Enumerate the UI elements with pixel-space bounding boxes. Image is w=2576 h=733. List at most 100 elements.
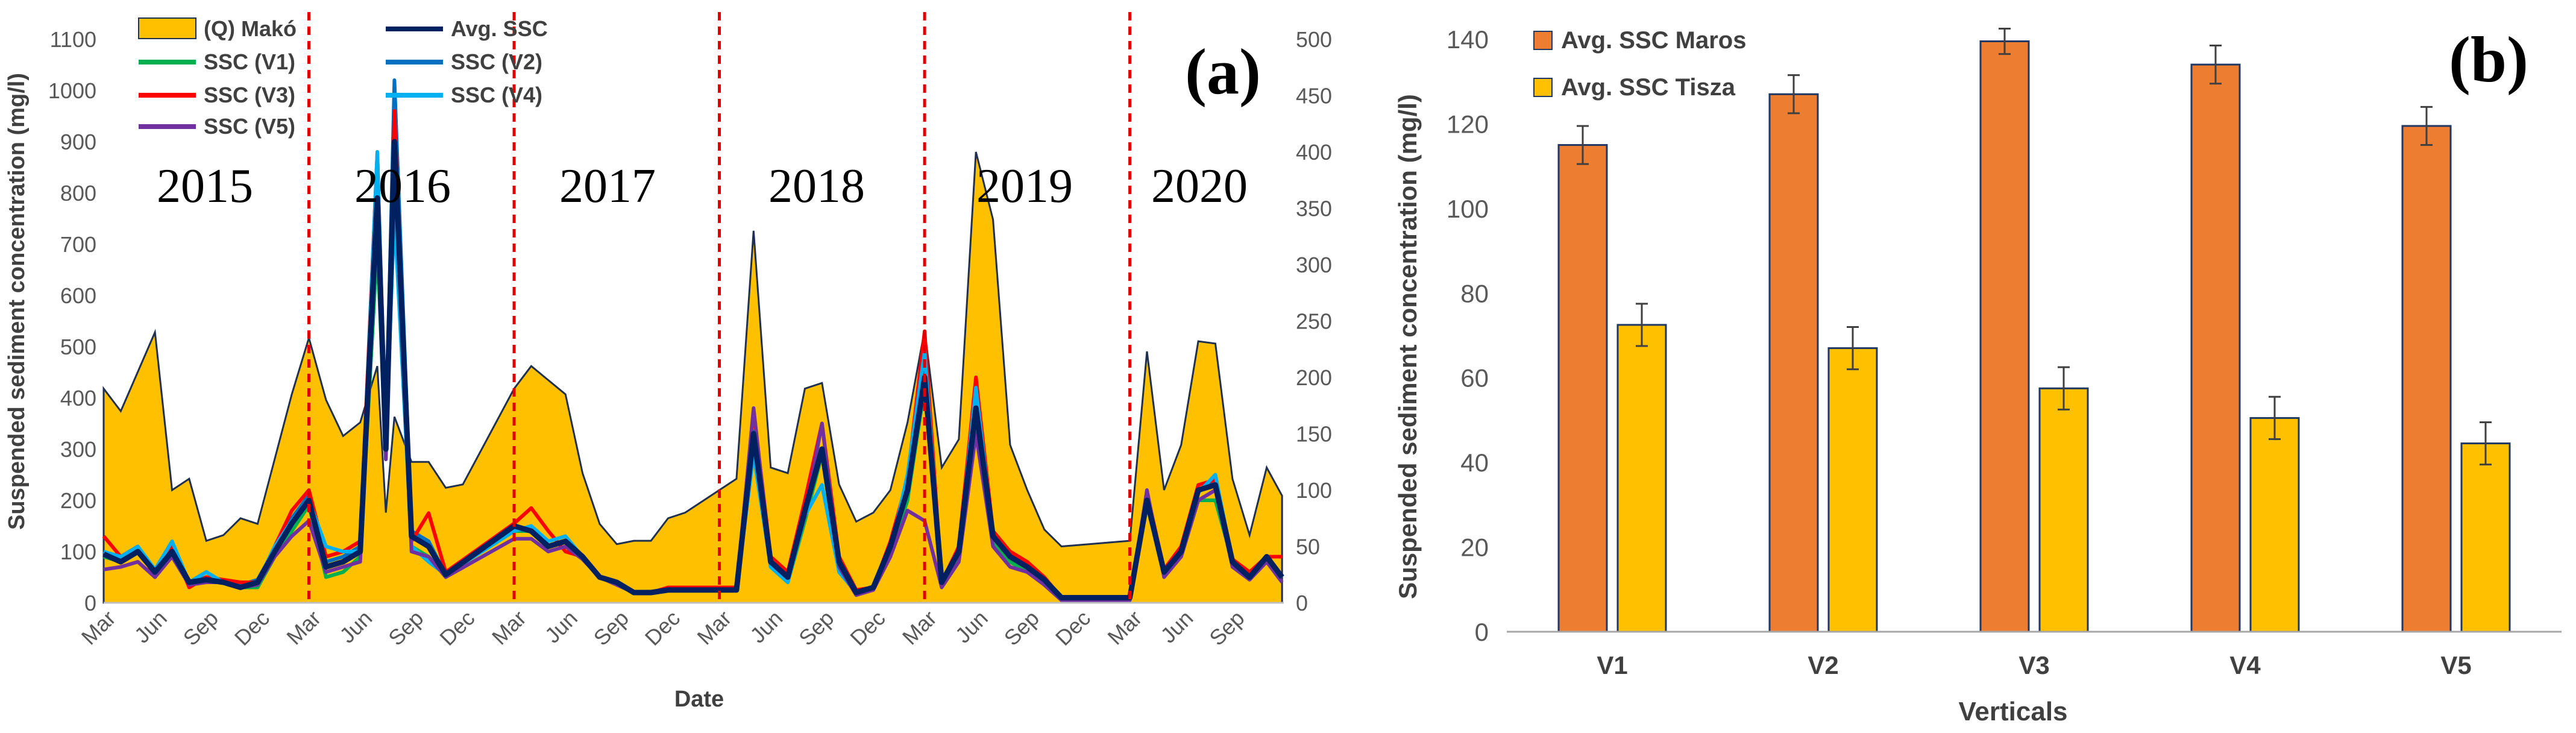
panel-a-right-tick-label: 450 [1296,84,1332,109]
category-label-v3: V3 [2018,651,2049,679]
bar-avg-ssc-maros-v3 [1979,40,2030,633]
panel-a-x-tick-label: Mar [77,606,121,650]
panel-a-right-tick-label: 150 [1296,422,1332,447]
panel-a-x-tick-label: Jun [745,606,787,648]
panel-a-x-tick-label: Mar [897,606,941,650]
panel-a-label: (a) [1185,36,1261,108]
legend-swatch-q-mak [138,17,196,39]
panel-a-series-lines [102,78,1284,602]
panel-a-right-tick-label: 400 [1296,140,1332,165]
bar-avg-ssc-maros-v1 [1557,144,1608,633]
panel-a-x-tick-label: Jun [950,606,993,648]
panel-b-y-tick-label: 20 [1460,533,1489,562]
legend-label-avg-ssc-tisza: Avg. SSC Tisza [1561,74,1736,101]
panel-a-line-chart: Suspended sediment concentration (mg/l) … [4,12,1332,712]
panel-a-left-tick-label: 300 [60,437,96,462]
legend-label-ssc-v3: SSC (V3) [204,83,295,107]
panel-a-x-tick-label: Sep [999,606,1044,650]
panel-a-x-tick-label: Dec [1051,606,1095,650]
panel-a-left-tick-label: 900 [60,130,96,154]
panel-a-x-tick-label: Dec [230,606,274,650]
category-label-v4: V4 [2229,651,2261,679]
bar-avg-ssc-tisza-v2 [1827,347,1878,633]
panel-b-y-tick-label: 120 [1447,110,1489,138]
panel-b-y-ticks: 0 20 40 60 80 100 120 140 [1447,25,1489,646]
panel-b-y-tick-label: 140 [1447,25,1489,54]
panel-a-x-tick-label: Jun [540,606,582,648]
panel-a-x-tick-label: Jun [335,606,377,648]
category-label-v1: V1 [1597,651,1627,679]
panel-b-x-axis-title: Verticals [1958,697,2067,726]
legend-swatch-avg-ssc-tisza [1533,78,1553,97]
bar-avg-ssc-tisza-v1 [1616,324,1667,633]
bar-avg-ssc-maros-v4 [2190,63,2241,633]
panel-a-left-ticks: 0 100 200 300 400 500 600 700 800 900 1000 1100 [48,27,96,615]
panel-a-right-ticks: 0 50 100 150 200 250 300 350 400 450 500 [1296,27,1332,615]
panel-a-left-tick-label: 200 [60,488,96,513]
panel-a-x-tick-label: Sep [178,606,223,650]
year-label-2019: 2019 [976,160,1073,213]
panel-a-x-tick-label: Sep [589,606,633,650]
panel-a-right-tick-label: 250 [1296,309,1332,334]
legend-label-avg-ssc: Avg. SSC [451,16,548,41]
panel-a-right-tick-label: 200 [1296,365,1332,390]
year-label-2016: 2016 [354,160,451,213]
legend-label-avg-ssc-maros: Avg. SSC Maros [1561,27,1746,54]
panel-b-y-tick-label: 60 [1460,364,1489,392]
panel-a-legend: (Q) Makó Avg. SSC SSC (V1) SSC (V2) SSC (V3)… [138,16,548,139]
panel-a-x-tick-label: Mar [487,606,531,650]
panel-b-y-tick-label: 100 [1447,195,1489,223]
panel-a-left-tick-label: 700 [60,232,96,257]
panel-a-left-tick-label: 600 [60,283,96,308]
legend-label-ssc-v5: SSC (V5) [204,114,295,139]
panel-a-left-tick-label: 1100 [50,27,96,52]
panel-b-x-ticks: V1 V2 V3 V4 V5 [1597,651,2471,679]
panel-a-year-dividers [307,12,1132,603]
panel-a-left-tick-label: 1000 [48,78,96,103]
year-label-2018: 2018 [768,160,865,213]
bar-avg-ssc-maros-v5 [2401,125,2452,633]
panel-a-x-tick-label: Mar [1102,606,1146,650]
legend-label-ssc-v1: SSC (V1) [204,49,295,74]
panel-a-x-tick-label: Sep [1204,606,1249,650]
panel-b-y-axis-title: Suspended sediment concentration (mg/l) [1393,94,1422,599]
panel-a-y-axis-title: Suspended sediment concentration (mg/l) [4,73,30,530]
panel-a-x-tick-label: Mar [692,606,736,650]
panel-a-x-tick-label: Mar [281,606,325,650]
panel-b-bars [1557,27,2511,633]
legend-swatch-avg-ssc-maros [1533,31,1553,50]
panel-a-right-tick-label: 0 [1296,591,1308,615]
panel-a-right-tick-label: 50 [1296,535,1320,559]
panel-a-x-tick-label: Dec [435,606,479,650]
panel-a-x-tick-label: Sep [383,606,428,650]
panel-a-right-tick-label: 500 [1296,27,1332,52]
bar-avg-ssc-tisza-v3 [2038,387,2089,633]
panel-a-x-ticks: Mar Jun Sep Dec Mar Jun Sep Dec Mar Jun Sep Dec Mar J… [77,606,1249,650]
panel-a-right-tick-label: 100 [1296,478,1332,503]
panel-a-x-axis-title: Date [674,687,724,712]
bar-avg-ssc-maros-v2 [1768,93,1819,633]
panel-a-x-tick-label: Dec [640,606,685,650]
legend-label-q-mak: (Q) Makó [204,16,297,41]
panel-a-left-tick-label: 500 [60,335,96,359]
panel-b-y-tick-label: 80 [1460,279,1489,307]
legend-label-ssc-v2: SSC (V2) [451,49,542,74]
panel-b-bar-chart: Suspended sediment concentration (mg/l) … [1393,24,2562,726]
category-label-v2: V2 [1808,651,1838,679]
bar-avg-ssc-tisza-v5 [2460,442,2511,633]
panel-a-x-tick-label: Jun [130,606,172,648]
panel-a-right-tick-label: 350 [1296,197,1332,221]
series-line-avg-ssc [102,139,1284,600]
year-label-2020: 2020 [1151,160,1248,213]
bar-avg-ssc-tisza-v4 [2249,417,2300,633]
panel-a-x-tick-label: Jun [1155,606,1198,648]
panel-a-right-tick-label: 300 [1296,253,1332,277]
legend-label-ssc-v4: SSC (V4) [451,83,542,107]
category-label-v5: V5 [2440,651,2471,679]
panel-b-label: (b) [2449,24,2528,96]
panel-a-left-tick-label: 0 [84,591,96,615]
panel-b-legend: Avg. SSC Maros Avg. SSC Tisza [1533,27,1746,101]
panel-b-y-tick-label: 0 [1475,618,1489,646]
panel-a-left-tick-label: 400 [60,386,96,411]
